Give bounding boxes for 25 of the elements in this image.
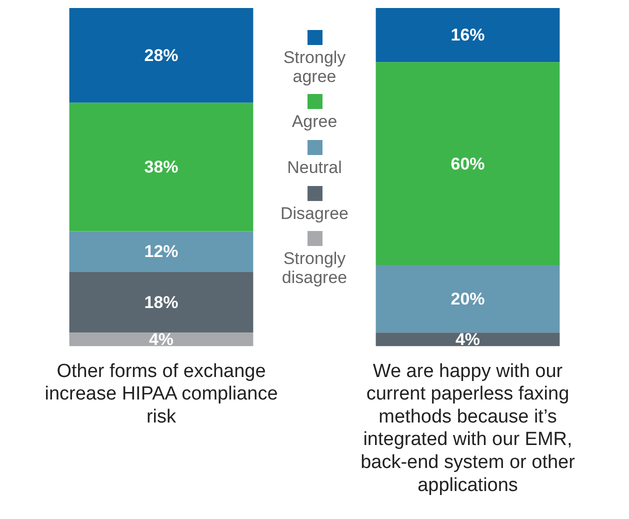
bar	[376, 332, 560, 346]
legend-label: Neutral	[287, 158, 342, 178]
bar	[376, 62, 560, 266]
x-tick-label: Other forms of exchange increase HIPAA compliance risk	[44, 360, 278, 428]
data-label: 60%	[450, 154, 485, 174]
data-label: 4%	[148, 330, 174, 350]
data-label: 16%	[450, 26, 485, 45]
legend-label: Agree	[292, 112, 338, 132]
legend-label: Strongly agree	[282, 48, 347, 86]
bar	[376, 265, 560, 333]
legend-label: Strongly disagree	[280, 249, 348, 288]
data-label: 12%	[144, 242, 178, 262]
data-label: 18%	[144, 292, 178, 312]
bar	[69, 231, 254, 272]
x-tick-label: We are happy with our current paperless faxing methods because it’s integrated with our EMR, back-end system or other applications	[360, 360, 576, 496]
bar	[69, 332, 254, 346]
data-label: 4%	[455, 330, 480, 350]
bar	[69, 272, 254, 333]
legend-label: Disagree	[280, 204, 349, 224]
bar	[69, 102, 254, 232]
bar	[69, 8, 254, 103]
data-label: 28%	[144, 46, 178, 66]
data-label: 20%	[450, 290, 485, 309]
bar	[376, 8, 560, 62]
data-label: 38%	[144, 158, 178, 177]
